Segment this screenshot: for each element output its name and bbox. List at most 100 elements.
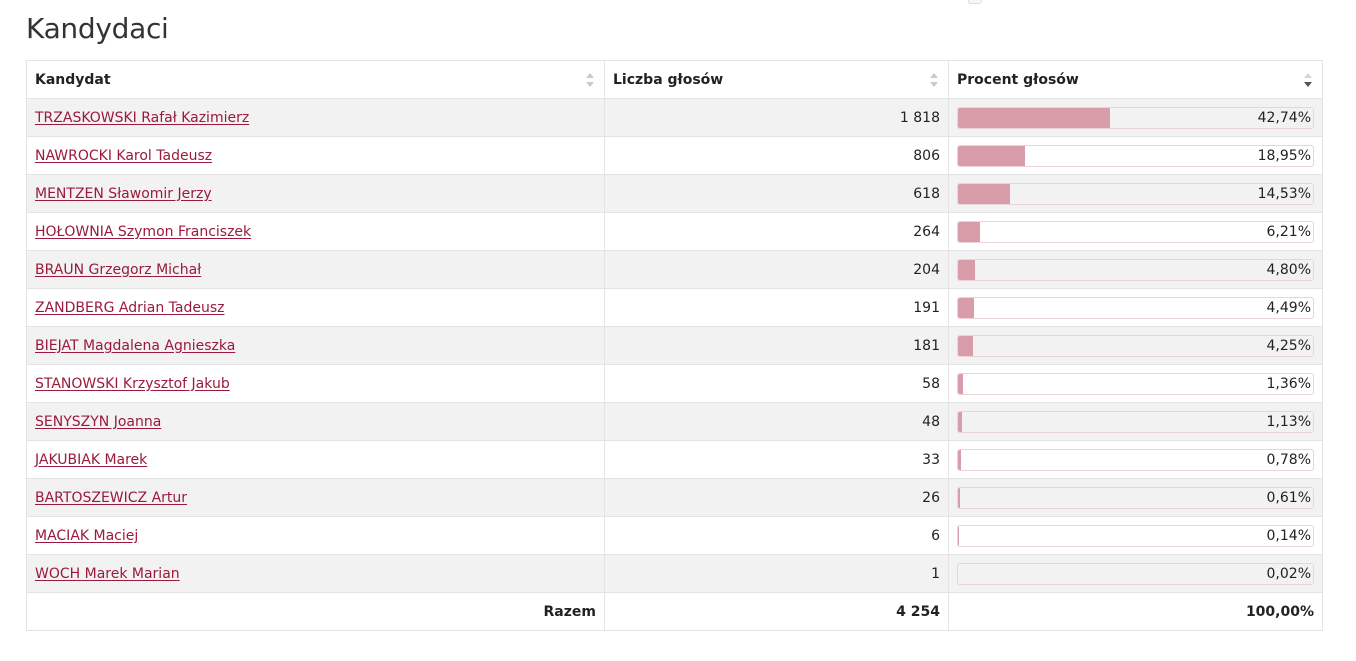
- percent-cell: 1,13%: [948, 402, 1323, 441]
- percent-bar-fill: [958, 373, 963, 394]
- votes-cell: 618: [604, 174, 949, 213]
- candidate-cell: BRAUN Grzegorz Michał: [26, 250, 605, 289]
- percent-bar: 0,78%: [957, 448, 1314, 471]
- candidate-link[interactable]: BRAUN Grzegorz Michał: [35, 261, 202, 278]
- percent-bar: 18,95%: [957, 144, 1314, 167]
- candidate-link[interactable]: BARTOSZEWICZ Artur: [35, 489, 188, 506]
- candidate-cell: STANOWSKI Krzysztof Jakub: [26, 364, 605, 403]
- candidate-link[interactable]: MENTZEN Sławomir Jerzy: [35, 185, 212, 202]
- column-header-label: Kandydat: [35, 71, 111, 88]
- candidate-link[interactable]: BIEJAT Magdalena Agnieszka: [35, 337, 236, 354]
- percent-bar: 0,14%: [957, 524, 1314, 547]
- percent-cell: 42,74%: [948, 98, 1323, 137]
- table-header-row: Kandydat Liczba głosów Procent głosów: [26, 60, 1323, 99]
- percent-bar: 4,80%: [957, 258, 1314, 281]
- candidate-cell: WOCH Marek Marian: [26, 554, 605, 593]
- percent-cell: 14,53%: [948, 174, 1323, 213]
- votes-cell: 204: [604, 250, 949, 289]
- candidate-cell: SENYSZYN Joanna: [26, 402, 605, 441]
- candidate-link[interactable]: STANOWSKI Krzysztof Jakub: [35, 375, 230, 392]
- sort-descending-icon: [1304, 72, 1312, 88]
- candidates-table: Kandydat Liczba głosów Procent głosów TR…: [26, 60, 1323, 631]
- percent-bar: 4,49%: [957, 296, 1314, 319]
- percent-bar: 1,13%: [957, 410, 1314, 433]
- percent-bar: 42,74%: [957, 106, 1314, 129]
- votes-cell: 6: [604, 516, 949, 555]
- percent-label: 0,61%: [1266, 489, 1311, 506]
- percent-cell: 18,95%: [948, 136, 1323, 175]
- column-header-label: Liczba głosów: [613, 71, 724, 88]
- votes-cell: 26: [604, 478, 949, 517]
- percent-label: 1,36%: [1266, 375, 1311, 392]
- percent-cell: 0,61%: [948, 478, 1323, 517]
- percent-cell: 0,02%: [948, 554, 1323, 593]
- table-row: TRZASKOWSKI Rafał Kazimierz 1 818 42,74%: [26, 98, 1323, 137]
- percent-label: 4,25%: [1266, 337, 1311, 354]
- candidate-cell: NAWROCKI Karol Tadeusz: [26, 136, 605, 175]
- percent-bar: 1,36%: [957, 372, 1314, 395]
- candidate-link[interactable]: ZANDBERG Adrian Tadeusz: [35, 299, 225, 316]
- column-header-candidate[interactable]: Kandydat: [26, 60, 605, 99]
- percent-bar-fill: [958, 183, 1010, 204]
- percent-bar-fill: [958, 145, 1026, 166]
- votes-cell: 33: [604, 440, 949, 479]
- percent-cell: 1,36%: [948, 364, 1323, 403]
- sort-icon: [930, 72, 938, 88]
- table-row: STANOWSKI Krzysztof Jakub 58 1,36%: [26, 364, 1323, 403]
- votes-cell: 58: [604, 364, 949, 403]
- candidate-link[interactable]: NAWROCKI Karol Tadeusz: [35, 147, 213, 164]
- candidate-cell: MENTZEN Sławomir Jerzy: [26, 174, 605, 213]
- percent-bar: 0,61%: [957, 486, 1314, 509]
- total-percent: 100,00%: [948, 592, 1323, 631]
- table-row: BRAUN Grzegorz Michał 204 4,80%: [26, 250, 1323, 289]
- candidate-link[interactable]: SENYSZYN Joanna: [35, 413, 162, 430]
- percent-bar: 14,53%: [957, 182, 1314, 205]
- candidate-link[interactable]: MACIAK Maciej: [35, 527, 139, 544]
- table-row: MACIAK Maciej 6 0,14%: [26, 516, 1323, 555]
- column-header-label: Procent głosów: [957, 71, 1079, 88]
- percent-label: 42,74%: [1257, 109, 1311, 126]
- total-label: Razem: [26, 592, 605, 631]
- percent-cell: 0,14%: [948, 516, 1323, 555]
- percent-label: 4,49%: [1266, 299, 1311, 316]
- table-row: BIEJAT Magdalena Agnieszka 181 4,25%: [26, 326, 1323, 365]
- percent-label: 4,80%: [1266, 261, 1311, 278]
- candidate-link[interactable]: WOCH Marek Marian: [35, 565, 180, 582]
- candidate-cell: BARTOSZEWICZ Artur: [26, 478, 605, 517]
- percent-bar: 0,02%: [957, 562, 1314, 585]
- percent-label: 1,13%: [1266, 413, 1311, 430]
- percent-cell: 6,21%: [948, 212, 1323, 251]
- percent-cell: 0,78%: [948, 440, 1323, 479]
- votes-cell: 1: [604, 554, 949, 593]
- candidate-cell: JAKUBIAK Marek: [26, 440, 605, 479]
- table-row: ZANDBERG Adrian Tadeusz 191 4,49%: [26, 288, 1323, 327]
- candidate-link[interactable]: HOŁOWNIA Szymon Franciszek: [35, 223, 252, 240]
- column-header-votes[interactable]: Liczba głosów: [604, 60, 949, 99]
- percent-label: 0,02%: [1266, 565, 1311, 582]
- candidate-link[interactable]: TRZASKOWSKI Rafał Kazimierz: [35, 109, 250, 126]
- votes-cell: 806: [604, 136, 949, 175]
- percent-bar: 6,21%: [957, 220, 1314, 243]
- table-row: NAWROCKI Karol Tadeusz 806 18,95%: [26, 136, 1323, 175]
- candidate-cell: BIEJAT Magdalena Agnieszka: [26, 326, 605, 365]
- votes-cell: 181: [604, 326, 949, 365]
- votes-cell: 191: [604, 288, 949, 327]
- percent-label: 0,14%: [1266, 527, 1311, 544]
- column-header-percent[interactable]: Procent głosów: [948, 60, 1323, 99]
- percent-cell: 4,49%: [948, 288, 1323, 327]
- candidate-cell: MACIAK Maciej: [26, 516, 605, 555]
- votes-cell: 1 818: [604, 98, 949, 137]
- table-row: JAKUBIAK Marek 33 0,78%: [26, 440, 1323, 479]
- percent-bar-fill: [958, 297, 974, 318]
- table-body: TRZASKOWSKI Rafał Kazimierz 1 818 42,74% NA…: [26, 98, 1323, 593]
- percent-cell: 4,25%: [948, 326, 1323, 365]
- votes-cell: 264: [604, 212, 949, 251]
- percent-bar-fill: [958, 411, 962, 432]
- table-footer-row: Razem 4 254 100,00%: [26, 592, 1323, 631]
- candidate-link[interactable]: JAKUBIAK Marek: [35, 451, 148, 468]
- table-row: SENYSZYN Joanna 48 1,13%: [26, 402, 1323, 441]
- percent-bar-fill: [958, 107, 1110, 128]
- votes-cell: 48: [604, 402, 949, 441]
- percent-bar-fill: [958, 335, 974, 356]
